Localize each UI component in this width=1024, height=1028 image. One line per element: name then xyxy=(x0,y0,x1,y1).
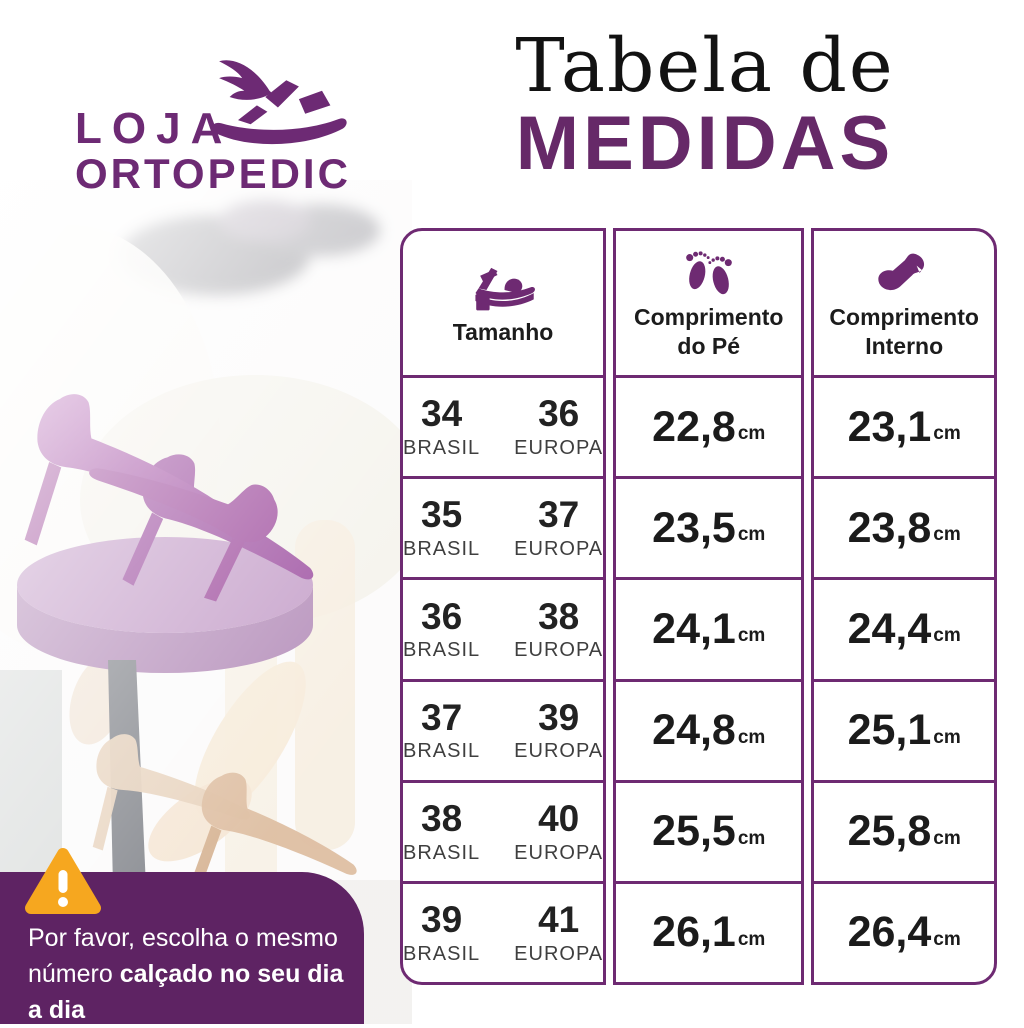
measurement-value: 23,8 xyxy=(847,503,932,552)
page-title: Tabela de MEDIDAS xyxy=(420,23,990,186)
size-europa: 37 xyxy=(538,494,580,536)
size-brasil: 35 xyxy=(421,494,463,536)
notice-line-1: Por favor, escolha o mesmo xyxy=(28,924,338,952)
size-row-3: 36 BRASIL 38 EUROPA xyxy=(403,577,604,678)
notice-line-2-bold: calçado no seu dia a dia xyxy=(28,960,344,1024)
region-label: BRASIL xyxy=(403,436,481,459)
size-row-5: 38 BRASIL 40 EUROPA xyxy=(403,779,604,881)
column-comprimento-pe: Comprimento do Pé 22,8 cm 23,5 cm 24,1 cm 2… xyxy=(613,228,805,985)
measurement-unit: cm xyxy=(737,928,766,950)
size-row-2: 35 BRASIL 37 EUROPA xyxy=(403,476,604,577)
header-label-comprimento-interno: Comprimento Interno xyxy=(829,304,979,359)
region-label: EUROPA xyxy=(514,538,604,561)
region-label: EUROPA xyxy=(514,639,604,662)
internal-length-row-6: 26,4 cm xyxy=(814,880,994,982)
foot-length-row-2: 23,5 cm xyxy=(616,476,802,577)
header-label-comprimento-pe: Comprimento do Pé xyxy=(633,304,784,359)
footprints-icon xyxy=(682,245,736,297)
measurement-value: 25,1 xyxy=(847,706,932,755)
measurement-value: 24,1 xyxy=(652,604,736,653)
internal-length-row-5: 25,8 cm xyxy=(814,779,994,881)
region-label: BRASIL xyxy=(403,639,481,662)
internal-length-row-2: 23,8 cm xyxy=(814,476,994,577)
size-row-1: 34 BRASIL 36 EUROPA xyxy=(403,375,604,476)
region-label: BRASIL xyxy=(403,740,481,763)
measurement-unit: cm xyxy=(933,827,961,849)
header-label-tamanho: Tamanho xyxy=(452,318,554,345)
size-brasil: 39 xyxy=(421,899,463,941)
measurement-unit: cm xyxy=(933,423,961,445)
internal-length-row-4: 25,1 cm xyxy=(814,678,994,780)
notice-banner: Por favor, escolha o mesmo número calçad… xyxy=(0,848,364,1024)
store-logo: LOJA ORTOPEDIC xyxy=(70,55,370,205)
title-line-2: MEDIDAS xyxy=(515,100,895,186)
size-brasil: 36 xyxy=(421,595,463,637)
header-tamanho: Tamanho xyxy=(403,231,603,375)
measurement-unit: cm xyxy=(737,524,766,546)
header-comprimento-pe: Comprimento do Pé xyxy=(616,231,801,375)
measurement-unit: cm xyxy=(933,524,961,546)
foot-length-row-1: 22,8 cm xyxy=(616,375,802,476)
size-table: Tamanho 34 BRASIL 36 EUROPA 35 BRASIL 37 EUR… xyxy=(400,228,997,985)
region-label: EUROPA xyxy=(514,942,604,965)
measurement-value: 26,1 xyxy=(652,908,736,957)
size-row-4: 37 BRASIL 39 EUROPA xyxy=(403,678,604,780)
measurement-unit: cm xyxy=(737,827,766,849)
column-tamanho: Tamanho 34 BRASIL 36 EUROPA 35 BRASIL 37 EUR… xyxy=(400,228,607,985)
region-label: BRASIL xyxy=(403,942,481,965)
title-line-1: Tabela de xyxy=(515,23,895,109)
measurement-value: 24,8 xyxy=(652,706,736,755)
logo-text-ortopedic: ORTOPEDIC xyxy=(75,150,351,197)
measurement-unit: cm xyxy=(737,423,766,445)
size-europa: 39 xyxy=(538,696,580,738)
measurement-unit: cm xyxy=(933,726,961,748)
size-row-6: 39 BRASIL 41 EUROPA xyxy=(403,880,604,982)
region-label: EUROPA xyxy=(514,841,604,864)
foot-length-row-5: 25,5 cm xyxy=(616,779,802,881)
measurement-value: 24,4 xyxy=(847,604,932,653)
header-comprimento-interno: Comprimento Interno xyxy=(814,231,994,375)
measurement-value: 25,5 xyxy=(652,807,736,856)
region-label: BRASIL xyxy=(403,538,481,561)
foot-length-row-3: 24,1 cm xyxy=(616,577,802,678)
warning-icon xyxy=(25,848,101,914)
photo-illustration-svg xyxy=(0,180,412,1024)
size-europa: 36 xyxy=(538,393,580,435)
foot-length-row-6: 26,1 cm xyxy=(616,880,802,982)
notice-text: Por favor, escolha o mesmo número calçad… xyxy=(28,920,348,1028)
measurement-unit: cm xyxy=(737,726,766,748)
winged-sandal-icon xyxy=(211,60,347,145)
measurement-unit: cm xyxy=(933,928,961,950)
size-brasil: 38 xyxy=(421,797,463,839)
region-label: BRASIL xyxy=(403,841,481,864)
column-comprimento-interno: Comprimento Interno 23,1 cm 23,8 cm 24,4 cm… xyxy=(811,228,997,985)
notice-line-2-regular: número xyxy=(28,960,120,988)
internal-length-row-1: 23,1 cm xyxy=(814,375,994,476)
measurement-value: 26,4 xyxy=(847,908,932,957)
foot-side-icon xyxy=(875,245,933,297)
foot-length-row-4: 24,8 cm xyxy=(616,678,802,780)
logo-text-loja: LOJA xyxy=(75,104,233,153)
region-label: EUROPA xyxy=(514,740,604,763)
measurement-value: 22,8 xyxy=(652,402,736,451)
measurement-value: 23,5 xyxy=(652,503,736,552)
measurement-unit: cm xyxy=(933,625,961,647)
size-europa: 41 xyxy=(538,899,580,941)
product-photo xyxy=(0,180,412,1024)
measurement-unit: cm xyxy=(737,625,766,647)
size-brasil: 34 xyxy=(421,393,463,435)
measurement-value: 23,1 xyxy=(847,402,932,451)
heeled-sandal-icon xyxy=(467,260,539,312)
size-europa: 40 xyxy=(538,797,580,839)
size-brasil: 37 xyxy=(421,696,463,738)
measurement-value: 25,8 xyxy=(847,807,932,856)
internal-length-row-3: 24,4 cm xyxy=(814,577,994,678)
size-europa: 38 xyxy=(538,595,580,637)
region-label: EUROPA xyxy=(514,436,604,459)
